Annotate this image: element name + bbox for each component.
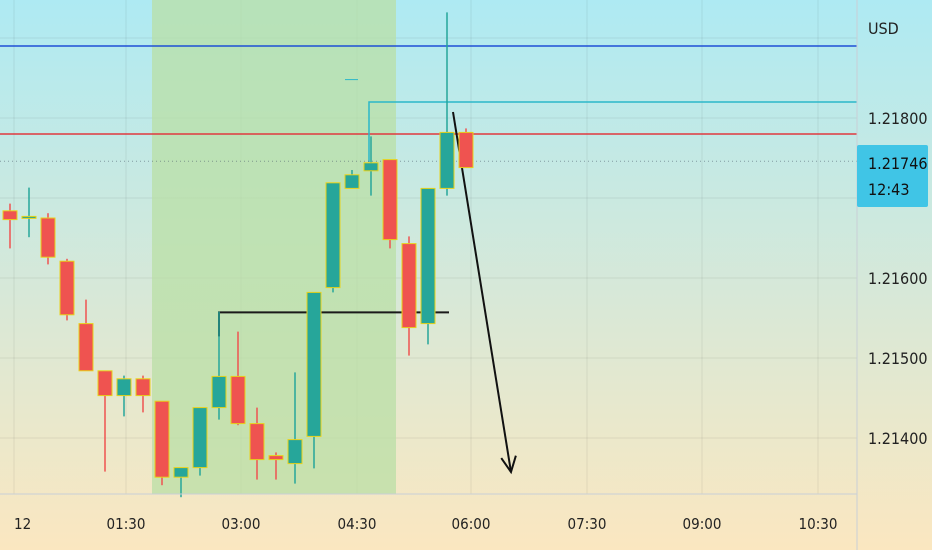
candle-body-20 bbox=[382, 159, 398, 241]
candle-body-18 bbox=[344, 174, 360, 189]
candle-body-24 bbox=[458, 131, 474, 169]
candle-24[interactable] bbox=[458, 128, 474, 169]
time-tick-2: 03:00 bbox=[222, 515, 261, 533]
candle-21[interactable] bbox=[401, 236, 417, 356]
time-tick-4: 06:00 bbox=[452, 515, 491, 533]
candle-body-10 bbox=[192, 407, 208, 469]
price-tick-2: 1.21500 bbox=[868, 349, 928, 368]
time-tick-7: 10:30 bbox=[799, 515, 838, 533]
candle-22[interactable] bbox=[420, 187, 436, 345]
price-tick-0: 1.21800 bbox=[868, 109, 928, 128]
candle-body-5 bbox=[97, 370, 113, 397]
candle-1[interactable] bbox=[21, 187, 37, 238]
candle-6[interactable] bbox=[116, 375, 132, 417]
candle-3[interactable] bbox=[59, 258, 75, 321]
candle-9[interactable] bbox=[173, 467, 189, 498]
horizontal-levels bbox=[0, 45, 857, 162]
time-tick-3: 04:30 bbox=[338, 515, 377, 533]
candle-2[interactable] bbox=[40, 213, 56, 265]
candles[interactable] bbox=[2, 12, 474, 498]
time-tick-5: 07:30 bbox=[568, 515, 607, 533]
price-tick-3: 1.21400 bbox=[868, 429, 928, 448]
price-axis[interactable]: 1.21800 1.21600 1.21500 1.21400 bbox=[868, 109, 928, 448]
candle-body-9 bbox=[173, 467, 189, 478]
time-axis[interactable]: 12 01:30 03:00 04:30 06:00 07:30 09:00 10:30 bbox=[14, 515, 837, 533]
candle-5[interactable] bbox=[97, 370, 113, 472]
current-price-value: 1.21746 bbox=[868, 154, 928, 173]
downtrend-arrow-shaft[interactable] bbox=[452, 111, 512, 473]
candle-body-19 bbox=[363, 162, 379, 172]
price-tick-1: 1.21600 bbox=[868, 269, 928, 288]
candle-4[interactable] bbox=[78, 299, 94, 372]
candle-17[interactable] bbox=[325, 182, 341, 293]
current-price-label-bg bbox=[857, 145, 928, 207]
candle-body-13 bbox=[249, 423, 265, 461]
session-zone bbox=[152, 0, 396, 494]
candle-15[interactable] bbox=[287, 372, 303, 484]
time-tick-6: 09:00 bbox=[683, 515, 722, 533]
grid-lines bbox=[0, 0, 857, 494]
candle-19[interactable] bbox=[363, 136, 379, 196]
candle-body-21 bbox=[401, 243, 417, 329]
candle-body-4 bbox=[78, 323, 94, 372]
candle-13[interactable] bbox=[249, 407, 265, 480]
candle-0[interactable] bbox=[2, 203, 18, 249]
candle-body-8 bbox=[154, 400, 170, 478]
candle-18[interactable] bbox=[344, 170, 360, 189]
candle-body-3 bbox=[59, 260, 75, 316]
downtrend-arrow-head bbox=[500, 455, 517, 475]
candle-body-0 bbox=[2, 210, 18, 221]
candle-20[interactable] bbox=[382, 159, 398, 249]
candle-7[interactable] bbox=[135, 375, 151, 413]
candle-16[interactable] bbox=[306, 291, 322, 469]
countdown-timer: 12:43 bbox=[868, 180, 909, 199]
cyan-level-line[interactable] bbox=[368, 101, 857, 162]
time-tick-1: 01:30 bbox=[107, 515, 146, 533]
candle-12[interactable] bbox=[230, 331, 246, 426]
candle-body-1 bbox=[21, 215, 37, 219]
candle-11[interactable] bbox=[211, 311, 227, 420]
candle-body-14 bbox=[268, 455, 284, 461]
candle-body-23 bbox=[439, 131, 455, 189]
candle-body-15 bbox=[287, 439, 303, 465]
candle-body-11 bbox=[211, 375, 227, 409]
candle-10[interactable] bbox=[192, 407, 208, 476]
current-price-label: 1.21746 12:43 bbox=[857, 145, 928, 207]
candle-body-2 bbox=[40, 217, 56, 258]
candle-body-12 bbox=[230, 375, 246, 425]
candle-body-16 bbox=[306, 291, 322, 437]
candle-14[interactable] bbox=[268, 452, 284, 480]
candle-23[interactable] bbox=[439, 12, 455, 196]
candle-body-7 bbox=[135, 378, 151, 397]
candle-8[interactable] bbox=[154, 400, 170, 486]
currency-label: USD bbox=[868, 19, 899, 38]
candle-body-6 bbox=[116, 378, 132, 397]
candle-body-22 bbox=[420, 187, 436, 325]
time-tick-0: 12 bbox=[14, 515, 31, 533]
candle-body-17 bbox=[325, 182, 341, 289]
